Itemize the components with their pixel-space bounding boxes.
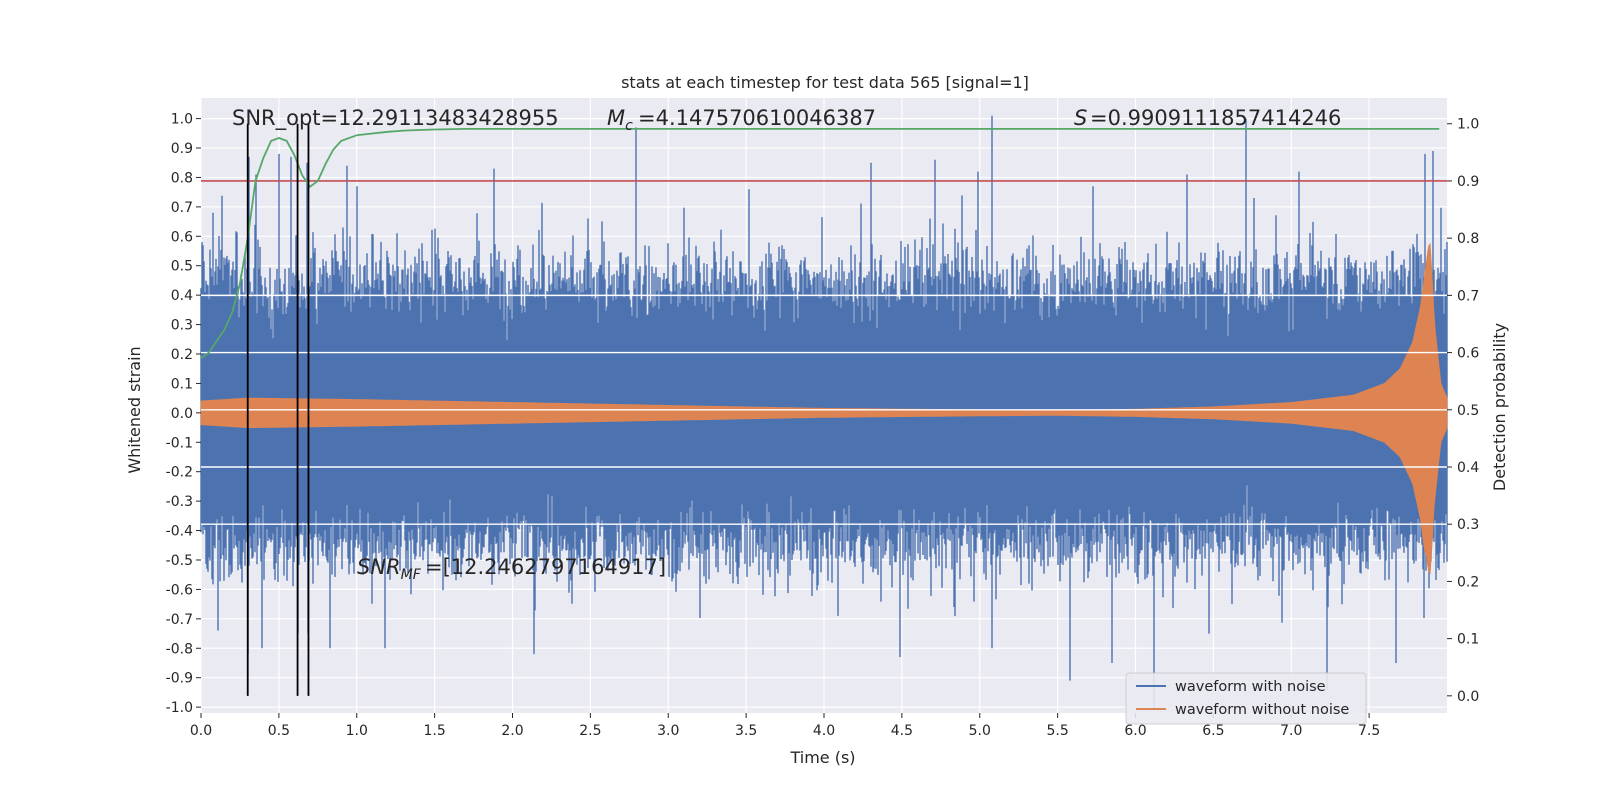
- legend: waveform with noise waveform without noi…: [1125, 672, 1367, 725]
- clean-waveform: [200, 242, 1448, 575]
- x-tick-label: 7.5: [1358, 723, 1380, 739]
- y-tick-label: 0.9: [171, 141, 193, 157]
- x-tick-label: 3.5: [735, 723, 757, 739]
- y-tick-label: -0.8: [166, 641, 193, 657]
- legend-label-clean: waveform without noise: [1175, 702, 1349, 718]
- y-tick-label: -0.2: [166, 465, 193, 481]
- y-tick-label: 0.7: [171, 200, 193, 216]
- y-tick-label: 0.8: [171, 170, 193, 186]
- annotation-mc-value: =4.147570610046387: [638, 106, 876, 130]
- y-tick-label: 0.6: [171, 229, 193, 245]
- legend-label-noise: waveform with noise: [1175, 679, 1326, 695]
- annotation-snr-mf-value: =[12.2462797164917]: [425, 555, 666, 579]
- y2-tick-label: 0.5: [1457, 403, 1479, 419]
- probability-series: [200, 127, 1440, 360]
- y-tick-label: -0.1: [166, 435, 193, 451]
- x-tick-label: 4.5: [891, 723, 913, 739]
- clean-series: [200, 242, 1448, 575]
- vertical-markers: [246, 123, 310, 696]
- y-axis-label: Whitened strain: [125, 346, 144, 473]
- annotation-s: S =0.9909111857414246: [1074, 106, 1341, 130]
- y2-tick-label: 0.9: [1457, 174, 1479, 190]
- x-tick-label: 0.0: [190, 723, 212, 739]
- svg-text:S: S: [1074, 106, 1087, 130]
- y-tick-label: 1.0: [171, 112, 193, 128]
- y2-tick-label: 0.6: [1457, 346, 1479, 362]
- y2-tick-label: 0.0: [1457, 689, 1479, 705]
- y-tick-label: 0.1: [171, 376, 193, 392]
- ticks: 0.0 0.5 1.0 1.5 2.0 2.5 3.0 3.5 4.0 4.5 5.0 5.5 6.0 6…: [166, 112, 1480, 739]
- y2-tick-label: 0.3: [1457, 517, 1479, 533]
- secondary-grid: [201, 294, 1447, 525]
- y2-tick-label: 0.1: [1457, 632, 1479, 648]
- x-tick-label: 2.0: [501, 723, 523, 739]
- x-tick-label: 6.0: [1124, 723, 1146, 739]
- y-tick-label: 0.3: [171, 318, 193, 334]
- x-tick-label: 1.0: [346, 723, 368, 739]
- y2-tick-label: 0.4: [1457, 460, 1479, 476]
- svg-text:Mc: Mc: [607, 106, 633, 134]
- y-tick-label: -0.6: [166, 582, 193, 598]
- y-tick-label: -1.0: [166, 700, 193, 716]
- x-tick-label: 0.5: [268, 723, 290, 739]
- y-tick-label: -0.5: [166, 553, 193, 569]
- chart-title: stats at each timestep for test data 565…: [621, 73, 1029, 92]
- x-axis-label: Time (s): [789, 748, 855, 767]
- y-tick-label: 0.0: [171, 406, 193, 422]
- x-tick-label: 3.0: [657, 723, 679, 739]
- y-tick-label: -0.7: [166, 612, 193, 628]
- y-tick-label: -0.4: [166, 524, 193, 540]
- probability-line: [200, 127, 1440, 360]
- y-tick-label: 0.5: [171, 259, 193, 275]
- y-tick-label: 0.2: [171, 347, 193, 363]
- y2-tick-label: 1.0: [1457, 117, 1479, 133]
- x-tick-label: 5.0: [969, 723, 991, 739]
- x-tick-label: 1.5: [423, 723, 445, 739]
- x-tick-label: 4.0: [813, 723, 835, 739]
- y2-axis-label: Detection probability: [1490, 323, 1509, 491]
- y-tick-label: -0.9: [166, 671, 193, 687]
- x-tick-label: 5.5: [1046, 723, 1068, 739]
- y-tick-label: -0.3: [166, 494, 193, 510]
- y2-tick-label: 0.2: [1457, 574, 1479, 590]
- x-tick-label: 2.5: [579, 723, 601, 739]
- x-tick-label: 6.5: [1202, 723, 1224, 739]
- annotation-snr-opt: SNR_opt=12.29113483428955: [232, 106, 559, 131]
- y-tick-label: 0.4: [171, 288, 193, 304]
- y2-tick-label: 0.7: [1457, 288, 1479, 304]
- annotation-mc: Mc =4.147570610046387: [607, 106, 876, 134]
- x-tick-label: 7.0: [1280, 723, 1302, 739]
- y2-tick-label: 0.8: [1457, 231, 1479, 247]
- annotation-s-value: =0.9909111857414246: [1090, 106, 1341, 130]
